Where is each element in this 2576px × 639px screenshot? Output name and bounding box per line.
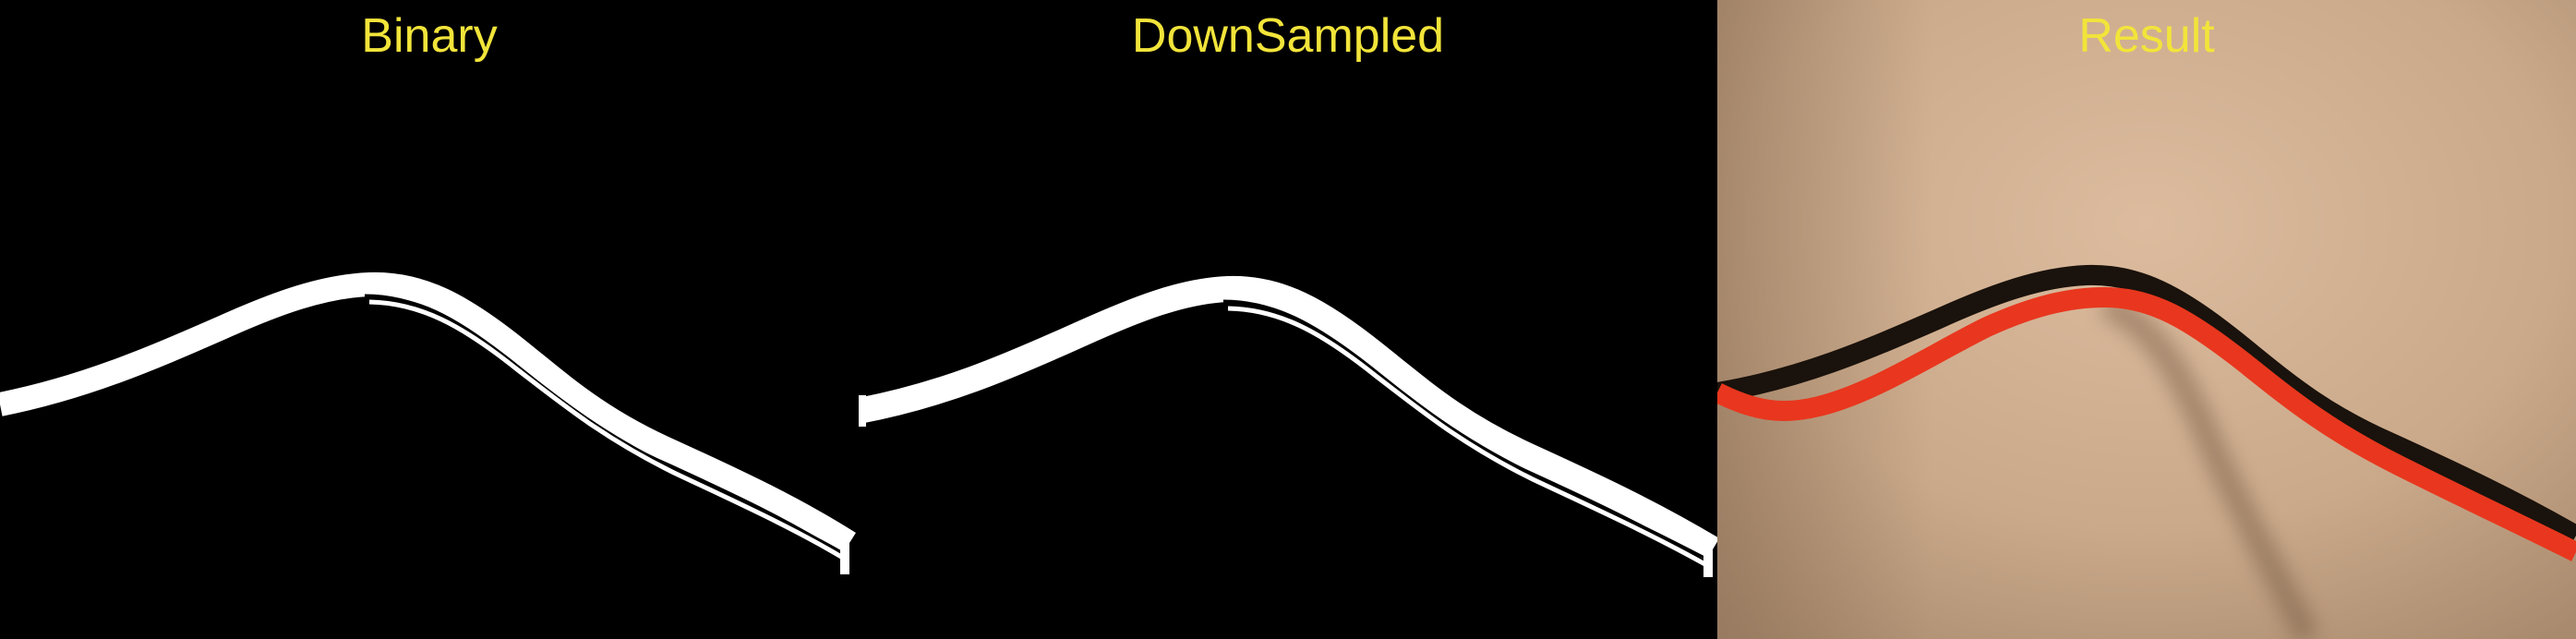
downsampled-edge-strand bbox=[1227, 306, 1712, 570]
downsampled-end-cap bbox=[1703, 540, 1713, 577]
binary-mask-image bbox=[0, 0, 859, 639]
binary-panel: Binary bbox=[0, 0, 859, 639]
downsampled-title: DownSampled bbox=[1131, 9, 1445, 63]
red-detection-overlay bbox=[1717, 286, 2576, 561]
downsampled-split-line bbox=[1222, 299, 1709, 561]
cable-soft-shadow bbox=[2100, 293, 2320, 639]
binary-title: Binary bbox=[361, 9, 498, 63]
binary-split-line bbox=[364, 294, 846, 556]
binary-end-cap bbox=[840, 534, 849, 574]
binary-edge-strand bbox=[368, 299, 849, 563]
downsampled-cable-mask bbox=[859, 275, 1717, 561]
downsampled-panel: DownSampled bbox=[859, 0, 1717, 639]
result-photo-image bbox=[1717, 0, 2576, 639]
binary-cable-mask bbox=[0, 271, 856, 553]
result-title: Result bbox=[2078, 9, 2215, 63]
dark-cable bbox=[1717, 264, 2576, 545]
result-panel: Result bbox=[1717, 0, 2576, 639]
downsampled-mask-image bbox=[859, 0, 1717, 639]
binary-noise bbox=[503, 332, 594, 404]
downsampled-start-cap bbox=[859, 395, 866, 427]
